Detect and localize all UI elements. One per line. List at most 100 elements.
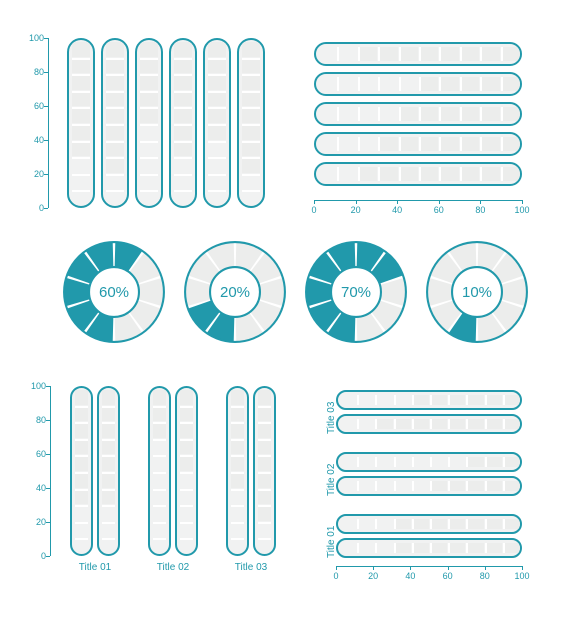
segment — [102, 423, 115, 438]
segment — [502, 107, 520, 121]
hbar-bottom-1-0 — [336, 452, 522, 472]
segment — [242, 175, 260, 190]
axis-tick-label: 0 — [305, 205, 323, 215]
segment — [72, 75, 90, 90]
segment — [395, 543, 411, 553]
segment — [174, 108, 192, 123]
segment — [242, 59, 260, 74]
segment — [140, 42, 158, 57]
segment — [431, 481, 447, 491]
axis-tick-label: 0 — [327, 571, 345, 581]
segment — [106, 75, 124, 90]
hbar-group-title: Title 02 — [326, 464, 337, 496]
segment — [486, 419, 502, 429]
segment — [180, 440, 193, 455]
segment — [106, 92, 124, 107]
segment — [140, 191, 158, 206]
hbar-group-title: Title 01 — [326, 526, 337, 558]
segment — [358, 419, 374, 429]
segment — [180, 539, 193, 554]
axis-tick-label: 40 — [26, 135, 44, 145]
segment — [395, 419, 411, 429]
segment — [413, 419, 429, 429]
donut-1: 20% — [183, 240, 287, 344]
segment — [174, 42, 192, 57]
segment — [258, 490, 271, 505]
segment — [340, 481, 356, 491]
segment — [174, 142, 192, 157]
vbar-top-2 — [135, 38, 163, 208]
segment — [431, 395, 447, 405]
segment — [153, 390, 166, 405]
vbar-top-3 — [169, 38, 197, 208]
segment — [413, 457, 429, 467]
segment — [140, 142, 158, 157]
segment — [242, 42, 260, 57]
segment — [502, 167, 520, 181]
vbar-bottom-0-0 — [70, 386, 93, 556]
segment — [504, 395, 520, 405]
segment — [461, 47, 479, 61]
segment — [461, 107, 479, 121]
segment — [413, 395, 429, 405]
segment — [358, 543, 374, 553]
segment — [461, 167, 479, 181]
segment — [72, 125, 90, 140]
segment — [174, 158, 192, 173]
vbars-top-axis — [48, 38, 49, 208]
axis-tick-label: 60 — [28, 449, 46, 459]
segment — [420, 77, 438, 91]
segment — [502, 137, 520, 151]
segment — [153, 473, 166, 488]
segment — [486, 543, 502, 553]
segment — [102, 473, 115, 488]
axis-tick-label: 60 — [430, 205, 448, 215]
segment — [153, 456, 166, 471]
segment — [231, 440, 244, 455]
segment — [72, 142, 90, 157]
segment — [102, 390, 115, 405]
segment — [379, 77, 397, 91]
segment — [208, 125, 226, 140]
segment — [481, 47, 499, 61]
hbar-bottom-0-1 — [336, 414, 522, 434]
segment — [431, 419, 447, 429]
segment — [318, 167, 336, 181]
segment — [359, 47, 377, 61]
vbars-bottom-axis — [50, 386, 51, 556]
segment — [140, 108, 158, 123]
segment — [379, 107, 397, 121]
axis-tick-label: 20 — [347, 205, 365, 215]
segment — [431, 519, 447, 529]
segment — [258, 539, 271, 554]
segment — [449, 543, 465, 553]
segment — [140, 59, 158, 74]
segment — [174, 75, 192, 90]
segment — [180, 456, 193, 471]
axis-tick-label: 100 — [513, 205, 531, 215]
segment — [420, 137, 438, 151]
segment — [340, 457, 356, 467]
segment — [338, 107, 356, 121]
segment — [106, 142, 124, 157]
axis-tick-label: 40 — [28, 483, 46, 493]
segment — [242, 92, 260, 107]
segment — [340, 519, 356, 529]
segment — [242, 158, 260, 173]
axis-tick-label: 80 — [471, 205, 489, 215]
segment — [504, 543, 520, 553]
segment — [449, 519, 465, 529]
segment — [258, 390, 271, 405]
segment — [102, 440, 115, 455]
segment — [180, 506, 193, 521]
segment — [242, 108, 260, 123]
segment — [481, 77, 499, 91]
segment — [106, 42, 124, 57]
segment — [467, 395, 483, 405]
segment — [258, 523, 271, 538]
segment — [376, 419, 392, 429]
segment — [338, 77, 356, 91]
axis-tick-label: 0 — [28, 551, 46, 561]
vbar-group-title: Title 03 — [226, 562, 276, 573]
segment — [208, 75, 226, 90]
